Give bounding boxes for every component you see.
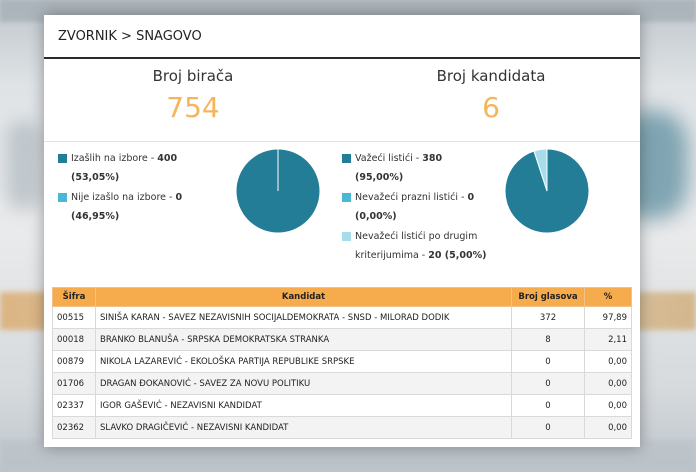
legend-item-valid: Važeći listići - 380 (95,00%) — [342, 149, 492, 187]
legend-text: Izašlih na izbore - — [71, 153, 158, 164]
cell-votes: 0 — [511, 372, 585, 395]
legend-item-empty-invalid: Nevažeći prazni listići - 0 (0,00%) — [342, 188, 492, 226]
ballots-legend: Važeći listići - 380 (95,00%) Nevažeći p… — [342, 149, 492, 266]
cell-percent: 0,00 — [584, 350, 632, 373]
cell-code: 00018 — [52, 328, 96, 351]
cell-candidate: IGOR GAŠEVIĆ - NEZAVISNI KANDIDAT — [95, 394, 512, 417]
background-blur-left — [6, 120, 42, 210]
turnout-legend: Izašlih na izbore - 400 (53,05%) Nije iz… — [58, 149, 228, 227]
cell-percent: 0,00 — [584, 372, 632, 395]
legend-swatch — [342, 232, 351, 241]
cell-votes: 0 — [511, 394, 585, 417]
summary-stats: Broj birača 754 Broj kandidata 6 — [44, 59, 640, 142]
voters-label: Broj birača — [152, 67, 234, 85]
cell-votes: 0 — [511, 350, 585, 373]
legend-text: Nevažeći listići po drugim kriterijumima… — [355, 231, 478, 261]
cell-percent: 2,11 — [584, 328, 632, 351]
cell-percent: 0,00 — [584, 394, 632, 417]
cell-candidate: SLAVKO DRAGIČEVIĆ - NEZAVISNI KANDIDAT — [95, 416, 512, 439]
table-row: 00515 SINIŠA KARAN - SAVEZ NEZAVISNIH SO… — [52, 306, 632, 329]
ballots-pie-chart — [504, 148, 590, 234]
turnout-pie-chart — [235, 148, 321, 234]
legend-swatch — [58, 154, 67, 163]
cell-votes: 0 — [511, 416, 585, 439]
candidates-label: Broj kandidata — [436, 67, 546, 85]
legend-value: 0 (0,00%) — [355, 192, 475, 222]
breadcrumb[interactable]: ZVORNIK > SNAGOVO — [44, 15, 640, 59]
column-header-code[interactable]: Šifra — [52, 287, 96, 307]
cell-candidate: SINIŠA KARAN - SAVEZ NEZAVISNIH SOCIJALD… — [95, 306, 512, 329]
cell-votes: 372 — [511, 306, 585, 329]
legend-item-other-invalid: Nevažeći listići po drugim kriterijumima… — [342, 227, 492, 265]
legend-text: Važeći listići - — [355, 153, 423, 164]
cell-candidate: DRAGAN ĐOKANOVIĆ - SAVEZ ZA NOVU POLITIK… — [95, 372, 512, 395]
table-header-row: Šifra Kandidat Broj glasova % — [52, 287, 632, 307]
legend-value: 20 (5,00%) — [428, 250, 487, 261]
table-row: 01706 DRAGAN ĐOKANOVIĆ - SAVEZ ZA NOVU P… — [52, 372, 632, 395]
legend-swatch — [342, 154, 351, 163]
cell-code: 00879 — [52, 350, 96, 373]
cell-code: 02362 — [52, 416, 96, 439]
results-table: Šifra Kandidat Broj glasova % 00515 SINI… — [52, 287, 632, 439]
cell-code: 01706 — [52, 372, 96, 395]
table-row: 02362 SLAVKO DRAGIČEVIĆ - NEZAVISNI KAND… — [52, 416, 632, 439]
voters-stat: Broj birača 754 — [44, 59, 342, 141]
legend-value: 380 (95,00%) — [355, 153, 443, 183]
column-header-candidate[interactable]: Kandidat — [95, 287, 512, 307]
cell-candidate: BRANKO BLANUŠA - SRPSKA DEMOKRATSKA STRA… — [95, 328, 512, 351]
cell-percent: 97,89 — [584, 306, 632, 329]
results-panel: ZVORNIK > SNAGOVO Broj birača 754 Broj k… — [44, 15, 640, 447]
legend-swatch — [58, 193, 67, 202]
candidates-stat: Broj kandidata 6 — [342, 59, 640, 141]
cell-percent: 0,00 — [584, 416, 632, 439]
candidates-count: 6 — [482, 91, 500, 124]
voters-count: 754 — [166, 91, 220, 124]
legend-text: Nije izašlo na izbore - — [71, 192, 176, 203]
table-row: 00018 BRANKO BLANUŠA - SRPSKA DEMOKRATSK… — [52, 328, 632, 351]
table-row: 00879 NIKOLA LAZAREVIĆ - EKOLOŠKA PARTIJ… — [52, 350, 632, 373]
column-header-percent[interactable]: % — [584, 287, 632, 307]
cell-code: 00515 — [52, 306, 96, 329]
cell-votes: 8 — [511, 328, 585, 351]
legend-swatch — [342, 193, 351, 202]
legend-item-no-turnout: Nije izašlo na izbore - 0 (46,95%) — [58, 188, 228, 226]
column-header-votes[interactable]: Broj glasova — [511, 287, 585, 307]
table-row: 02337 IGOR GAŠEVIĆ - NEZAVISNI KANDIDAT … — [52, 394, 632, 417]
legend-item-turnout: Izašlih na izbore - 400 (53,05%) — [58, 149, 228, 187]
cell-code: 02337 — [52, 394, 96, 417]
legend-text: Nevažeći prazni listići - — [355, 192, 468, 203]
legend-value: 400 (53,05%) — [71, 153, 178, 183]
legend-value: 0 (46,95%) — [71, 192, 183, 222]
cell-candidate: NIKOLA LAZAREVIĆ - EKOLOŠKA PARTIJA REPU… — [95, 350, 512, 373]
